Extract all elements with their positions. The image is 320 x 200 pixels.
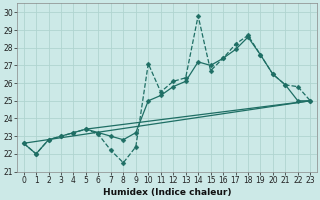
X-axis label: Humidex (Indice chaleur): Humidex (Indice chaleur) [103,188,231,197]
